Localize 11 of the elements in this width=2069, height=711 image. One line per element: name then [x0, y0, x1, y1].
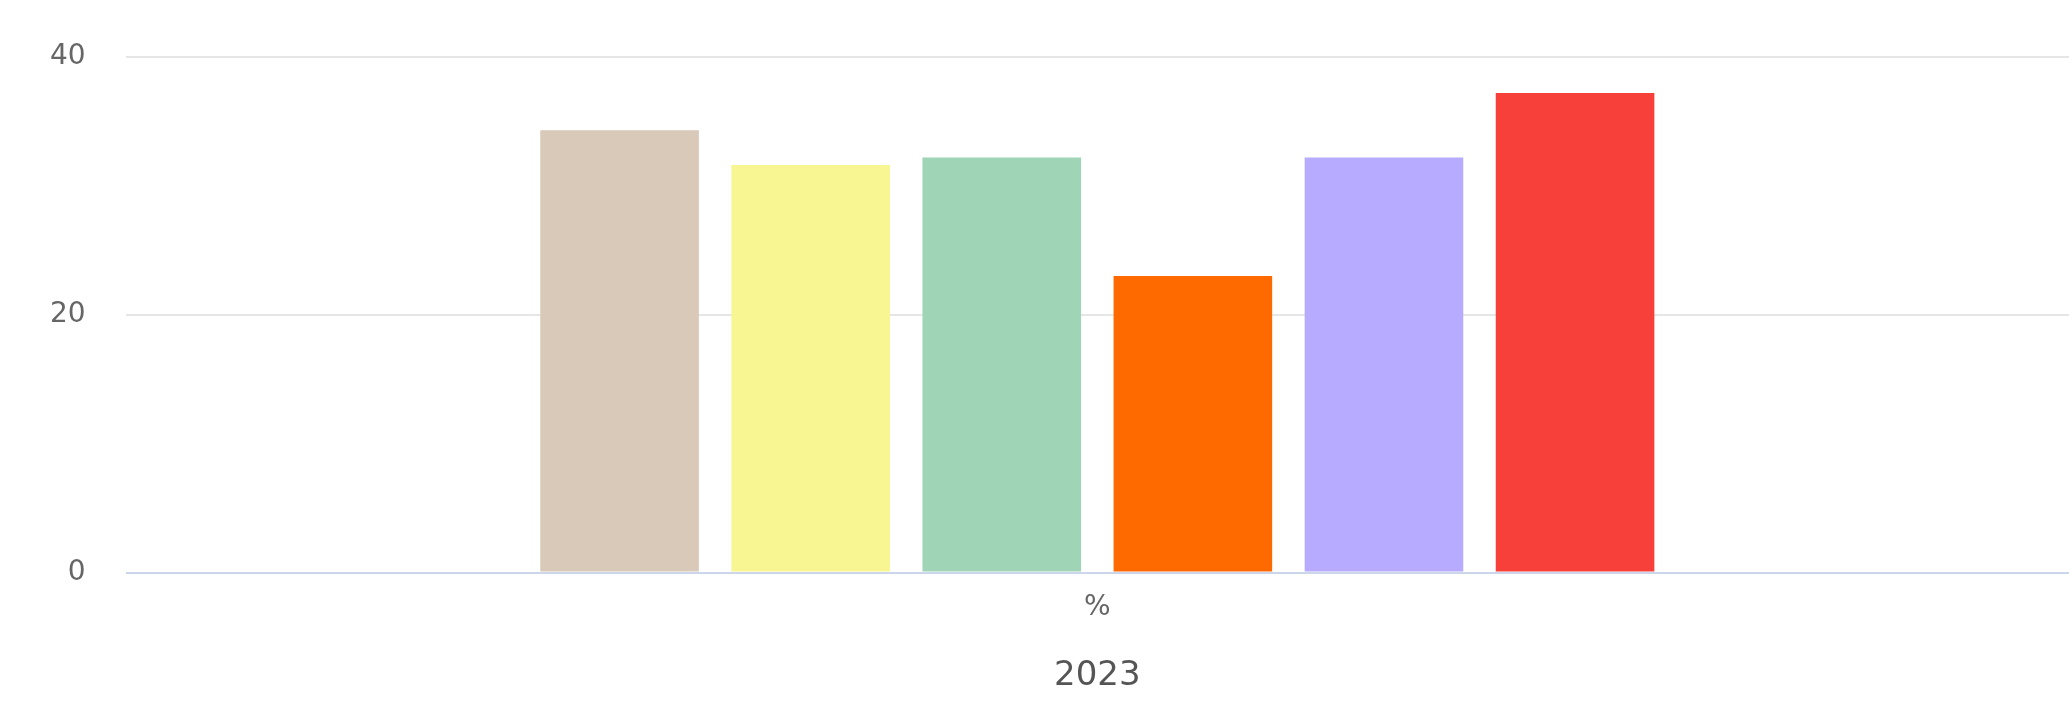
x-tick-label: % [1084, 588, 1111, 622]
x-axis-title: 2023 [1054, 653, 1141, 694]
bar [731, 165, 890, 572]
bar [540, 130, 699, 572]
y-tick-label: 20 [49, 295, 86, 329]
bar [1304, 157, 1464, 572]
bar [1495, 92, 1655, 572]
bar [922, 157, 1082, 572]
y-tick-label: 40 [49, 38, 86, 72]
y-tick-label: 0 [67, 553, 86, 587]
bar [1113, 276, 1273, 572]
